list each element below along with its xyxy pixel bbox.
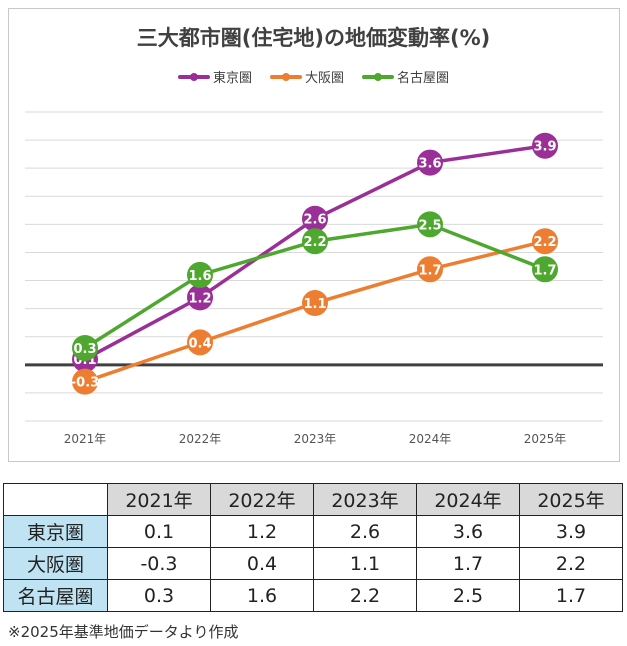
legend-marker <box>269 72 302 81</box>
value-cell: 0.4 <box>210 547 314 580</box>
legend-item: 名古屋圏 <box>362 67 449 86</box>
table-header-row: 2021年 2022年 2023年 2024年 2025年 <box>3 483 623 516</box>
value-cell: 2.2 <box>519 547 623 580</box>
data-label: 3.6 <box>418 157 441 172</box>
chart-area <box>8 8 620 462</box>
value-cell: 1.6 <box>210 579 314 612</box>
value-cell: 0.3 <box>107 579 211 612</box>
data-point <box>417 211 443 238</box>
data-point <box>72 334 98 361</box>
value-cell: 1.7 <box>519 579 623 612</box>
data-label: 1.7 <box>418 263 441 278</box>
data-point <box>72 368 98 395</box>
data-point <box>302 290 328 317</box>
legend-label: 東京圏 <box>212 71 252 86</box>
data-label: 1.1 <box>303 297 326 312</box>
table-row: 大阪圏 -0.3 0.4 1.1 1.7 2.2 <box>3 547 623 580</box>
x-tick-label: 2024年 <box>409 432 452 446</box>
data-label: -0.3 <box>71 376 99 391</box>
value-cell: 3.6 <box>416 515 520 548</box>
legend: 東京圏 大阪圏 名古屋圏 <box>0 67 627 86</box>
data-label: 0.3 <box>73 342 96 357</box>
row-label: 大阪圏 <box>3 547 108 580</box>
legend-item: 大阪圏 <box>269 67 344 86</box>
header-cell <box>3 483 108 516</box>
row-label: 東京圏 <box>3 515 108 548</box>
data-point <box>187 329 213 356</box>
value-cell: 1.1 <box>313 547 417 580</box>
header-cell: 2024年 <box>416 483 520 516</box>
value-cell: 3.9 <box>519 515 623 548</box>
line-chart: 2021年2022年2023年2024年2025年0.11.22.63.63.9… <box>25 111 603 446</box>
header-cell: 2023年 <box>313 483 417 516</box>
legend-marker <box>177 72 210 81</box>
data-label: 2.2 <box>303 235 326 250</box>
data-point <box>302 205 328 232</box>
value-cell: 0.1 <box>107 515 211 548</box>
value-cell: 1.2 <box>210 515 314 548</box>
data-point <box>187 261 213 288</box>
data-label: 2.6 <box>303 213 326 228</box>
source-note: ※2025年基準地価データより作成 <box>8 623 239 641</box>
legend-item: 東京圏 <box>177 67 252 86</box>
header-cell: 2025年 <box>519 483 623 516</box>
data-table: 2021年 2022年 2023年 2024年 2025年 東京圏 0.1 1.2 2.6 3.6… <box>3 483 623 612</box>
header-cell: 2021年 <box>107 483 211 516</box>
data-point <box>532 228 558 255</box>
legend-label: 大阪圏 <box>304 71 344 86</box>
data-point <box>187 284 213 311</box>
value-cell: 1.7 <box>416 547 520 580</box>
data-label: 0.4 <box>188 336 211 351</box>
legend-marker <box>362 72 394 81</box>
data-point <box>302 228 328 255</box>
value-cell: 2.2 <box>313 579 417 612</box>
value-cell: 2.5 <box>416 579 520 612</box>
x-tick-label: 2022年 <box>179 432 222 446</box>
header-cell: 2022年 <box>210 483 314 516</box>
data-label: 3.9 <box>533 140 556 155</box>
value-cell: -0.3 <box>107 547 211 580</box>
data-label: 1.6 <box>188 269 211 284</box>
chart-title: 三大都市圏(住宅地)の地価変動率(%) <box>136 26 491 50</box>
row-label: 名古屋圏 <box>3 579 108 612</box>
x-tick-label: 2023年 <box>294 432 337 446</box>
data-point <box>532 132 558 159</box>
table-row: 東京圏 0.1 1.2 2.6 3.6 3.9 <box>3 515 623 548</box>
data-label: 1.7 <box>533 263 556 278</box>
data-label: 2.2 <box>533 235 556 250</box>
data-point <box>417 149 443 176</box>
value-cell: 2.6 <box>313 515 417 548</box>
legend-label: 名古屋圏 <box>397 71 450 86</box>
data-label: 2.5 <box>418 218 441 233</box>
data-point <box>417 256 443 283</box>
table-row: 名古屋圏 0.3 1.6 2.2 2.5 1.7 <box>3 579 623 612</box>
data-point <box>532 256 558 283</box>
x-tick-label: 2021年 <box>64 432 107 446</box>
x-tick-label: 2025年 <box>524 432 567 446</box>
data-label: 1.2 <box>188 291 211 306</box>
